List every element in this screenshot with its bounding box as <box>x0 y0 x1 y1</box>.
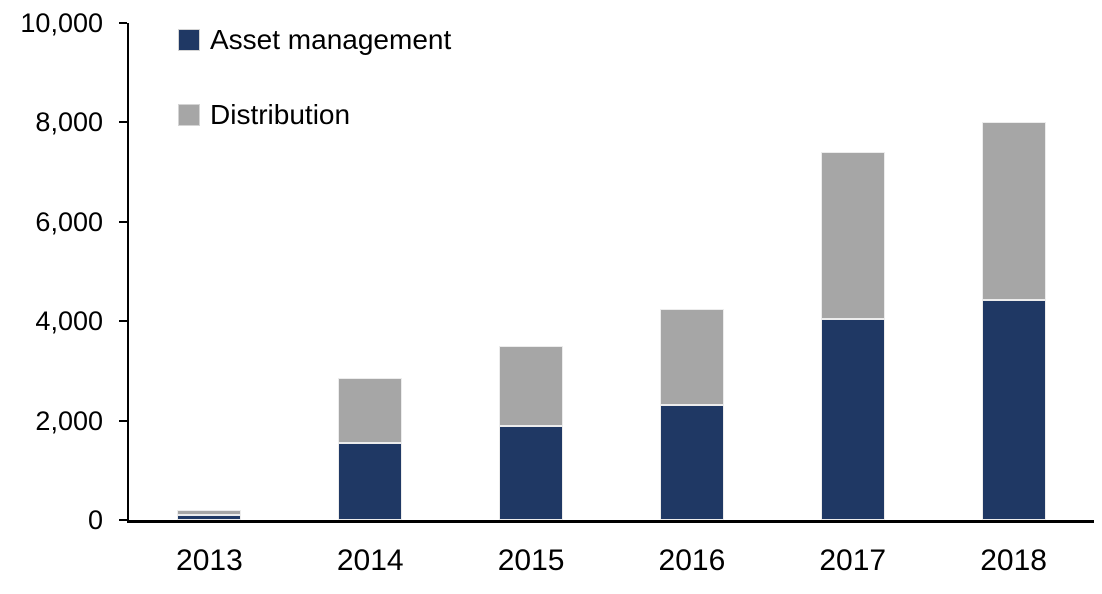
y-axis-tick <box>119 22 127 24</box>
x-axis-line <box>127 520 1094 523</box>
y-tick-label: 2,000 <box>35 405 103 436</box>
bar-segment-distribution <box>820 152 885 319</box>
y-axis-line <box>127 23 129 522</box>
bar-segment-distribution <box>659 308 724 405</box>
x-tick-label: 2015 <box>497 544 565 577</box>
bar-segment-asset-management <box>338 442 403 520</box>
y-axis-tick <box>119 519 127 521</box>
legend-swatch-distribution <box>179 105 199 125</box>
bar-segment-asset-management <box>499 425 564 520</box>
bar-segment-distribution <box>338 377 403 443</box>
bar-segment-distribution <box>177 510 242 516</box>
x-tick-label: 2016 <box>658 544 726 577</box>
y-axis-tick <box>119 220 127 223</box>
legend-label-distribution: Distribution <box>210 99 351 130</box>
y-tick-label: 4,000 <box>35 306 103 337</box>
y-tick-label: 6,000 <box>35 206 103 237</box>
bar-segment-distribution <box>499 346 564 426</box>
legend-item-asset-management: Asset management <box>179 24 452 55</box>
legend-label-asset-management: Asset management <box>210 24 452 55</box>
legend-item-distribution: Distribution <box>179 99 351 130</box>
x-tick-label: 2013 <box>176 544 243 577</box>
y-tick-label: 0 <box>87 505 103 535</box>
y-axis-tick <box>119 419 127 422</box>
bar-segment-asset-management <box>659 404 724 520</box>
x-tick-label: 2017 <box>819 544 887 577</box>
bar-segment-asset-management <box>820 318 885 520</box>
bar-segment-distribution <box>981 122 1046 300</box>
y-tick-label: 10,000 <box>20 8 103 38</box>
y-tick-label: 8,000 <box>35 107 103 138</box>
y-axis-tick <box>119 121 127 124</box>
y-axis-tick <box>119 320 127 323</box>
legend-swatch-asset-management <box>179 30 199 50</box>
bar-segment-asset-management <box>177 515 242 520</box>
x-tick-label: 2014 <box>336 544 404 577</box>
x-tick-label: 2018 <box>980 544 1047 577</box>
bar-segment-asset-management <box>981 299 1046 520</box>
